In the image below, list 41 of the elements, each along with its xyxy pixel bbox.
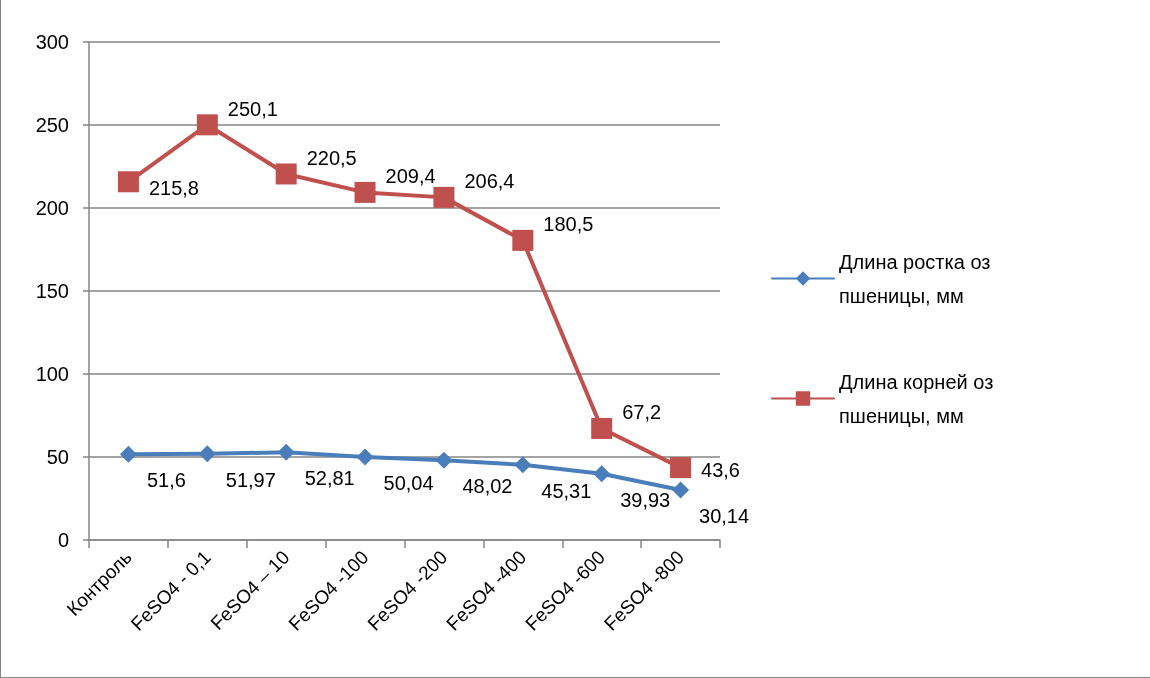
data-label: 67,2 [622,401,662,424]
point [435,451,453,469]
y-tick-label: 50 [46,446,69,468]
data-label: 220,5 [306,146,357,169]
point [670,457,692,479]
point [356,448,374,466]
data-label: 50,04 [383,471,434,494]
point [514,456,532,474]
point [198,445,216,463]
data-label: 250,1 [227,97,278,120]
point [433,186,455,208]
point [672,481,690,499]
data-label: 51,6 [146,469,186,492]
data-label: 39,93 [620,488,671,511]
y-tick-label: 0 [57,529,69,551]
data-label: 45,31 [541,479,592,502]
y-tick-label: 100 [35,363,69,385]
legend-label: Длина ростка оз пшеницы, мм [839,250,997,307]
point [196,114,218,136]
y-tick-label: 200 [35,197,69,219]
data-label: 43,6 [701,458,740,481]
data-label: 180,5 [543,213,594,236]
y-tick-label: 250 [35,114,69,136]
point [512,229,534,251]
data-label: 30,14 [699,504,750,527]
point [117,171,139,193]
point [591,417,613,439]
data-label: 51,97 [225,468,276,491]
y-tick-label: 300 [35,31,69,53]
point [119,445,137,463]
point [275,163,297,185]
data-label: 48,02 [462,475,513,498]
data-label: 206,4 [464,170,515,193]
point [354,181,376,203]
data-label: 52,81 [304,467,355,490]
point [277,443,295,461]
point [593,465,611,483]
data-label: 209,4 [385,165,436,188]
y-tick-label: 150 [35,280,69,302]
legend-label: Длина корней оз пшеницы, мм [839,370,999,427]
data-label: 215,8 [148,176,199,199]
